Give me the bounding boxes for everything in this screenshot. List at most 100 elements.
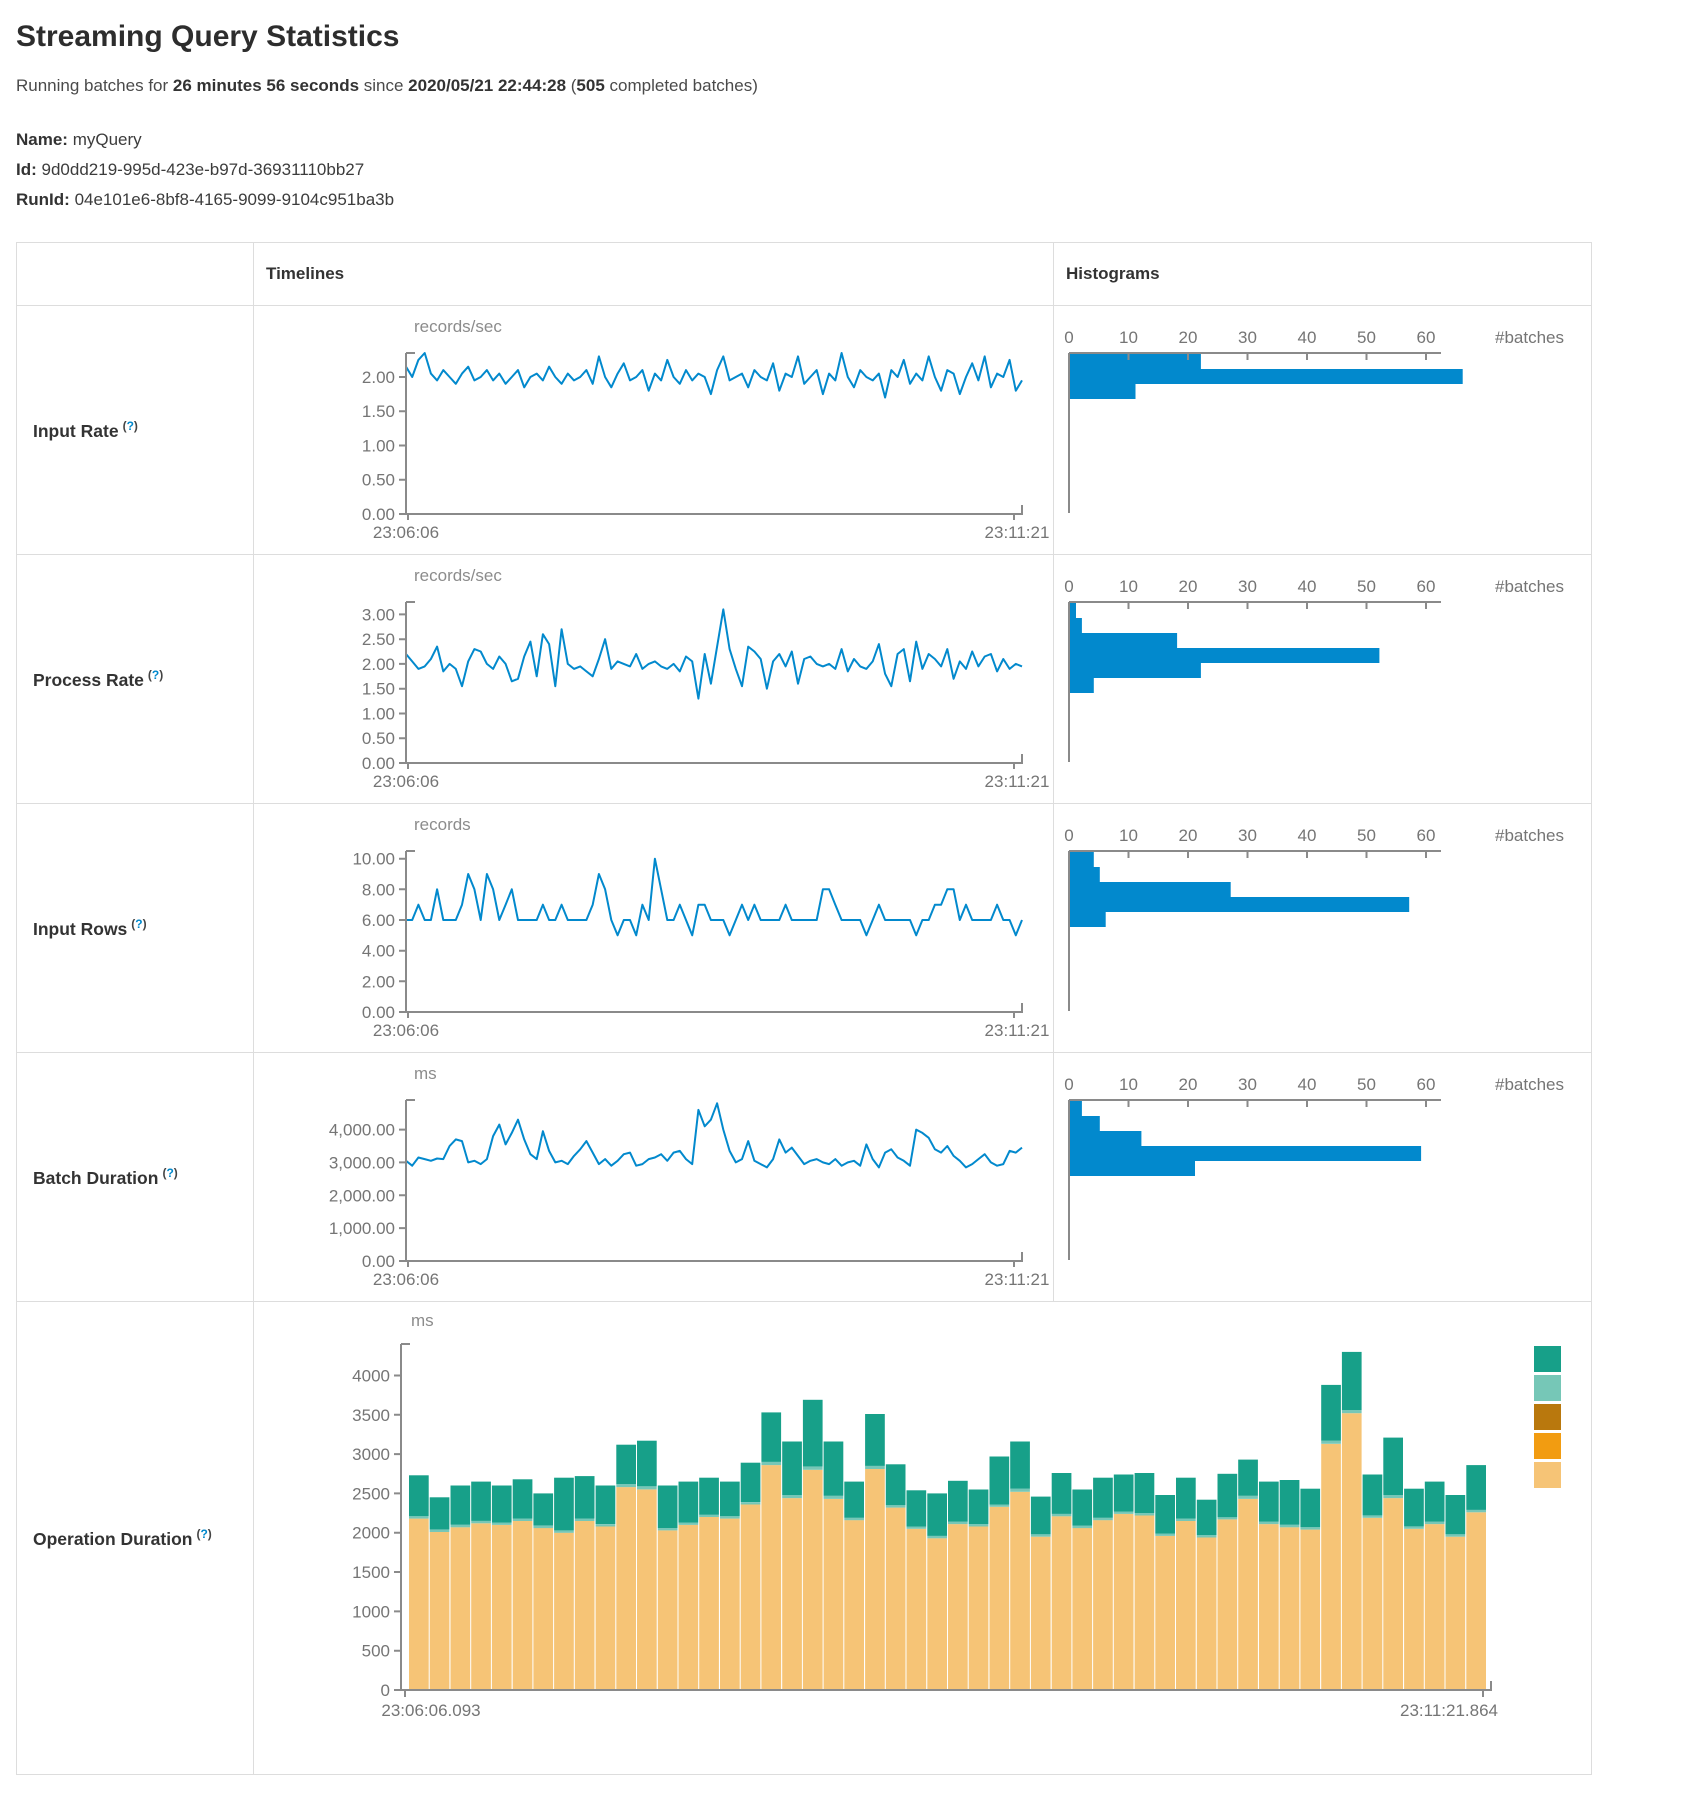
process_rate-line-series [405, 608, 1023, 700]
svg-text:40: 40 [1298, 577, 1317, 596]
svg-text:1000: 1000 [352, 1602, 390, 1621]
operation_duration-bar-segment [782, 1495, 802, 1499]
svg-text:60: 60 [1417, 1075, 1436, 1094]
operation_duration-bar-segment [1445, 1534, 1466, 1537]
operation_duration-bar-segment [823, 1498, 844, 1690]
column-header-histograms: Histograms [1053, 242, 1592, 306]
operation_duration-bar-segment [906, 1526, 927, 1529]
operation_duration-bar-segment [1176, 1520, 1196, 1690]
operation_duration-bar-segment [409, 1518, 429, 1690]
operation_duration-bar-segment [1030, 1536, 1051, 1690]
legend-swatch-3 [1534, 1404, 1561, 1430]
operation_duration-bar-segment [533, 1493, 554, 1526]
operation_duration-bar-segment [885, 1464, 906, 1506]
operation_duration-stacked-chart: ms 0 500 1000 1500 2000 2500 3000 3500 4000 23:06:… [352, 1311, 1561, 1720]
operation_duration-bar-segment [1300, 1488, 1321, 1528]
operation_duration-bar-segment [885, 1507, 906, 1690]
metric-label-text: Process Rate [33, 669, 144, 690]
svg-text:30: 30 [1238, 577, 1257, 596]
batch_duration-histogram-bar [1070, 1146, 1422, 1161]
svg-text:30: 30 [1238, 1075, 1257, 1094]
operation_duration-bar-segment [1259, 1481, 1279, 1522]
help-link-process_rate[interactable]: (?) [148, 668, 163, 682]
operation_duration-bar-segment [1404, 1528, 1424, 1690]
operation_duration-bar-segment [823, 1441, 844, 1496]
svg-text:50: 50 [1357, 577, 1376, 596]
operation_duration-bar-segment [761, 1465, 782, 1690]
operation_duration-bar-segment [865, 1414, 885, 1466]
operation_duration-bar-segment [1051, 1473, 1072, 1514]
operation_duration-bar-segment [989, 1456, 1010, 1505]
operation_duration-bar-segment [1010, 1441, 1030, 1489]
input_rate-batches-axis-label: #batches [1495, 328, 1564, 347]
svg-text:40: 40 [1298, 1075, 1317, 1094]
stats-table-body: Input Rate (?) records/sec 0.00 0.50 1.00 1.50… [16, 305, 1592, 1775]
operation_duration-bar-segment [1155, 1535, 1175, 1690]
operation_duration-bar-segment [637, 1489, 657, 1690]
column-header-metric [16, 242, 254, 306]
operation_duration-bar-segment [927, 1493, 947, 1536]
operation_duration-bar-segment [678, 1522, 699, 1525]
operation_duration-bar-segment [1259, 1521, 1279, 1525]
query-id-value: 9d0dd219-995d-423e-b97d-36931110bb27 [41, 160, 365, 179]
operation_duration-bar-segment [927, 1538, 947, 1690]
svg-text:0: 0 [1064, 1075, 1073, 1094]
operation_duration-bar-segment [1383, 1498, 1403, 1690]
operation_duration-bar-segment [678, 1481, 699, 1523]
operation_duration-bar-segment [554, 1477, 574, 1531]
help-link-batch_duration[interactable]: (?) [162, 1166, 177, 1180]
query-runid-label: RunId: [16, 190, 70, 209]
metric-label-text: Input Rate [33, 420, 119, 441]
help-question-mark: ? [135, 916, 143, 931]
help-question-mark: ? [126, 418, 134, 433]
row-input_rate: Input Rate (?) records/sec 0.00 0.50 1.00 1.50… [16, 305, 1592, 555]
svg-text:4.00: 4.00 [362, 942, 395, 961]
input_rate-histogram-bar [1070, 354, 1201, 369]
svg-text:3,000.00: 3,000.00 [329, 1153, 395, 1172]
svg-text:0.50: 0.50 [362, 471, 395, 490]
help-link-operation_duration[interactable]: (?) [196, 1527, 211, 1541]
operation_duration-bar-segment [554, 1532, 574, 1690]
process_rate-histogram-cell: 0 10 20 30 40 50 60 #batches [1053, 554, 1592, 804]
input_rows-histogram-cell: 0 10 20 30 40 50 60 #batches [1053, 803, 1592, 1053]
legend-swatch-4 [1534, 1433, 1561, 1459]
process_rate-histogram-bar [1070, 618, 1082, 633]
operation_duration-bar-segment [471, 1523, 491, 1690]
operation_duration-bar-segment [1010, 1488, 1030, 1492]
operation_duration-bar-segment [471, 1481, 491, 1521]
operation_duration-bar-segment [533, 1525, 554, 1529]
batch_duration-timeline-axes [399, 1099, 1023, 1267]
operation_duration-bar-segment [823, 1495, 844, 1499]
help-link-input_rows[interactable]: (?) [131, 917, 146, 931]
input_rows-histogram-bar [1070, 867, 1100, 882]
svg-text:500: 500 [362, 1642, 390, 1661]
metric-label-text: Operation Duration [33, 1528, 193, 1549]
operation_duration-bar-segment [1466, 1512, 1486, 1690]
batch_duration-histogram-cell: 0 10 20 30 40 50 60 #batches [1053, 1052, 1592, 1302]
svg-text:1500: 1500 [352, 1563, 390, 1582]
help-link-input_rate[interactable]: (?) [123, 419, 138, 433]
input_rows-histogram-axes [1068, 850, 1441, 1011]
svg-text:0: 0 [1064, 577, 1073, 596]
metric-label-input_rate: Input Rate (?) [16, 305, 254, 555]
input_rate-histogram-bar [1070, 384, 1136, 399]
operation_duration-unit-label: ms [411, 1311, 434, 1330]
operation_duration-bar-segment [1362, 1517, 1383, 1690]
process_rate-timeline-chart: records/sec 0.00 0.50 1.00 1.50 2.00 2.50 3.00 2… [362, 566, 1050, 791]
operation_duration-axes [394, 1343, 1492, 1697]
operation_duration-bar-segment [948, 1521, 968, 1525]
metric-label-process_rate: Process Rate (?) [16, 554, 254, 804]
process_rate-histogram-chart: 0 10 20 30 40 50 60 #batches [1064, 577, 1564, 762]
operation_duration-bar-segment [1217, 1517, 1238, 1520]
batch_duration-line-series [405, 1102, 1023, 1169]
process_rate-histogram-bar [1070, 663, 1201, 678]
query-name-line: Name: myQuery [16, 126, 1677, 154]
operation_duration-bar-segment [1404, 1526, 1424, 1529]
operation_duration-bar-segment [761, 1412, 782, 1462]
process_rate-unit-label: records/sec [414, 566, 502, 585]
operation_duration-bar-segment [1010, 1491, 1030, 1690]
operation_duration-bar-segment [1238, 1459, 1258, 1496]
operation_duration-bar-segment [782, 1498, 802, 1690]
input_rate-unit-label: records/sec [414, 317, 502, 336]
operation_duration-bar-segment [1466, 1465, 1486, 1510]
